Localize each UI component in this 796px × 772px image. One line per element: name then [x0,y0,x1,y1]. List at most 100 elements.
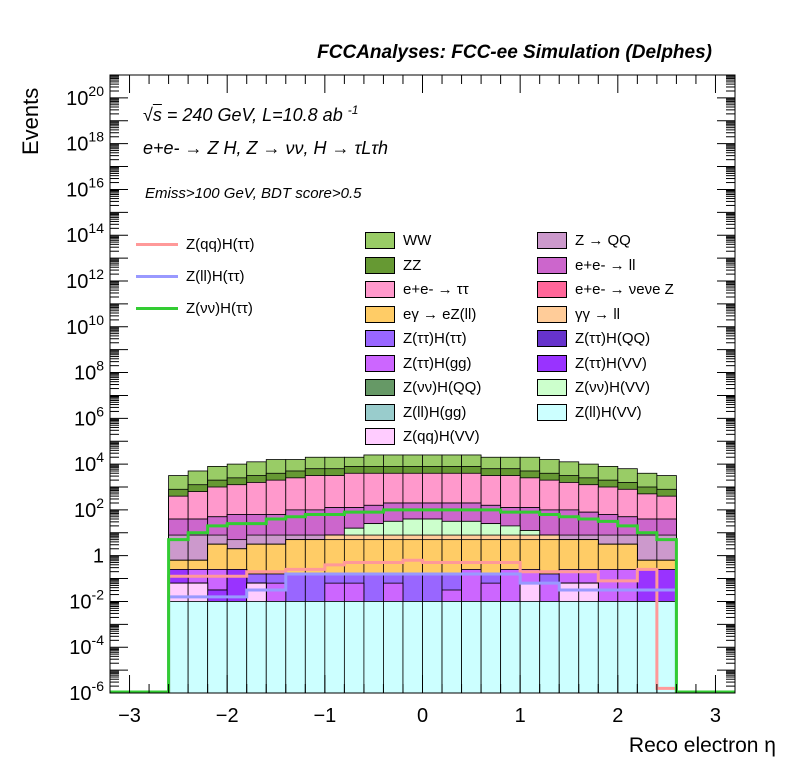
histogram-bar [207,601,228,694]
histogram-bar [246,601,267,694]
legend-box-swatch [365,281,395,298]
legend-box-swatch [365,256,395,274]
y-tick-label: 10-4 [69,632,104,659]
legend-label: Z(ττ)H(ττ) [403,330,467,347]
legend-entry: Z(ττ)H(QQ) [537,330,650,347]
legend-box-swatch [537,305,567,323]
legend-entry: Z(νν)H(QQ) [365,379,481,396]
legend-entry: Z(qq)H(VV) [365,428,480,445]
energy-lumi-label: √s = 240 GeV, L=10.8 ab -1 [143,103,359,125]
legend-label: γγ → ll [575,305,620,323]
y-tick-label: 10-6 [69,678,104,705]
legend-label: Z(νν)H(ττ) [186,300,253,317]
y-axis-label: Events [18,87,43,155]
process-label: e+e- → Z H, Z → νν, H → τLτh [143,138,389,158]
histogram-bar [168,601,189,694]
x-tick-label: 1 [515,705,526,727]
legend-entry: Z(νν)H(VV) [537,379,650,396]
legend-box-swatch [537,281,567,298]
signal-line [167,558,678,693]
legend-box-swatch [537,232,567,249]
x-tick-label: −3 [118,705,141,727]
legend-label: Z(qq)H(ττ) [186,236,255,253]
y-tick-label: 1012 [66,266,104,293]
y-tick-label: 108 [74,358,104,385]
legend-label: Z(ττ)H(gg) [403,354,472,372]
x-tick-label: 2 [612,705,623,727]
histogram-bar [539,601,560,694]
legend-entry: Z(ττ)H(gg) [365,354,472,372]
signal-line [167,572,678,693]
legend-box-swatch [537,379,567,396]
histogram-bar [383,601,404,694]
legend-entry: Z(ll)H(gg) [365,403,467,421]
legend-entry: e+e- → νeνe Z [537,281,674,298]
histogram-bar [578,601,599,694]
legend-label: Z(νν)H(QQ) [403,379,482,396]
legend-box-swatch [365,354,395,372]
legend-box-swatch [537,354,567,372]
legend-label: Z → QQ [575,232,631,249]
x-axis-label: Reco electron η [628,734,776,757]
legend-label: e+e- → ττ [403,281,469,298]
legend-entry: Z(qq)H(ττ) [136,236,255,253]
histogram-bar [617,601,638,694]
histogram-bar [461,601,482,694]
legend-box-swatch [365,379,395,396]
histogram-bar [500,601,521,694]
x-tick-label: −1 [313,705,336,727]
legend-entry: Z(ττ)H(ττ) [365,330,467,347]
signal-line [167,508,678,693]
histogram-bar [324,601,345,694]
legend-line-swatch [136,275,178,278]
y-tick-label: 1 [93,546,104,568]
legend-box-swatch [537,330,567,347]
histogram-bar [343,601,365,694]
histogram-bar [363,601,384,694]
histogram-bar [304,601,326,694]
histogram-bar [402,601,423,694]
legend-label: Z(ττ)H(QQ) [575,330,651,347]
y-tick-label: 106 [74,403,104,430]
y-tick-label: 1016 [66,174,104,201]
legend-box-swatch [365,428,395,445]
histogram-bar [187,601,209,694]
legend-box-swatch [365,403,395,421]
histogram-bar [480,601,502,694]
legend-entry: eγ → eZ(ll) [365,305,477,323]
histogram-bar [422,601,443,694]
y-tick-label: 104 [74,449,104,476]
histogram-bar [285,601,306,694]
y-tick-label: 1010 [66,312,104,339]
x-tick-label: 3 [710,705,721,727]
x-tick-label: −2 [216,705,239,727]
legend-box-swatch [537,256,567,274]
legend-entry: Z(ll)H(ττ) [136,268,245,285]
legend-label: Z(ll)H(gg) [403,403,467,421]
legend-label: Z(qq)H(VV) [403,428,480,445]
histogram-bar [519,601,541,694]
legend-entry: e+e- → ll [537,256,636,274]
selection-label: Emiss>100 GeV, BDT score>0.5 [145,185,362,202]
legend-entry: WW [365,232,431,249]
legend-label: WW [403,232,432,249]
y-tick-label: 1014 [66,220,104,247]
legend-label: e+e- → ll [575,256,636,274]
y-tick-label: 1020 [66,83,104,110]
legend-box-swatch [537,403,567,421]
legend-entry: Z → QQ [537,232,631,249]
histogram-bar [597,601,619,694]
legend-box-swatch [365,232,395,249]
histogram-bar [441,601,462,694]
legend-label: eγ → eZ(ll) [403,305,477,323]
histogram-bar [558,601,580,694]
histogram-bar [656,601,677,694]
legend-entry: e+e- → ττ [365,281,469,298]
legend-label: Z(νν)H(VV) [575,379,650,396]
legend-entry: ZZ [365,256,421,274]
legend-box-swatch [365,305,395,323]
legend-entry: Z(ll)H(VV) [537,403,642,421]
histogram-bar [636,601,658,694]
legend-label: Z(ττ)H(VV) [575,354,647,372]
